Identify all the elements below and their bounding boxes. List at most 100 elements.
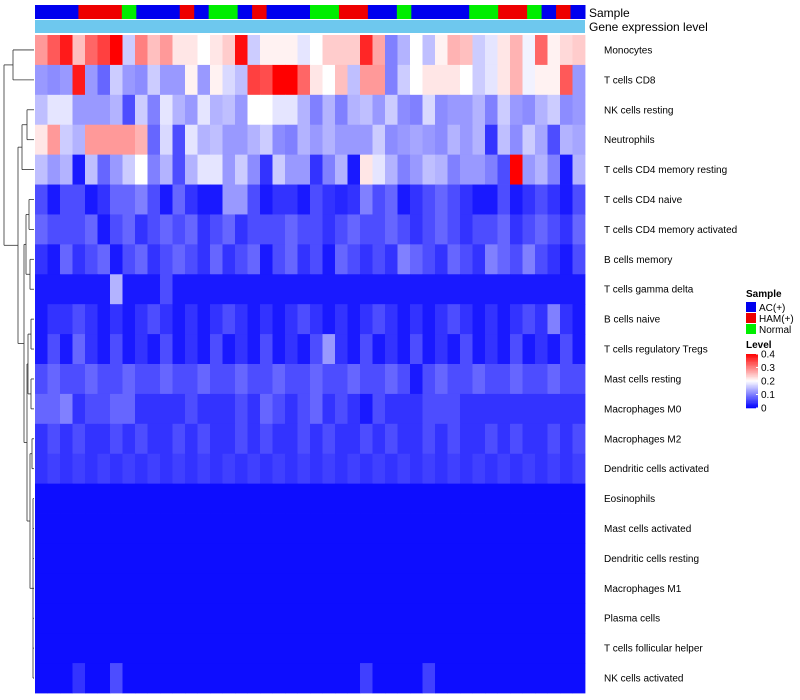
heatmap-cell <box>310 573 323 604</box>
heatmap-cell <box>322 364 336 395</box>
heatmap-cell <box>447 154 461 185</box>
heatmap-cell <box>435 35 448 66</box>
heatmap-cell <box>460 274 473 305</box>
heatmap-cell <box>210 274 223 305</box>
heatmap-cell <box>47 483 61 514</box>
heatmap-cell <box>372 453 386 485</box>
heatmap-cell <box>510 214 523 245</box>
heatmap-cell <box>160 543 173 574</box>
heatmap-cell <box>422 94 436 126</box>
heatmap-cell <box>547 663 561 694</box>
heatmap-cell <box>385 633 398 664</box>
row-label: Eosinophils <box>604 494 655 505</box>
sample-cell <box>556 5 572 19</box>
heatmap-cell <box>222 154 236 185</box>
heatmap-cell <box>260 543 273 574</box>
heatmap-cell <box>372 154 386 185</box>
heatmap-cell <box>385 513 398 544</box>
heatmap-cell <box>60 35 73 66</box>
heatmap-cell <box>410 663 423 694</box>
heatmap-cell <box>160 154 173 185</box>
heatmap-cell <box>397 64 411 96</box>
heatmap-cell <box>372 573 386 604</box>
heatmap-cell <box>485 274 498 305</box>
heatmap-cell <box>135 573 148 604</box>
heatmap-cell <box>335 393 348 425</box>
heatmap-cell <box>72 663 86 694</box>
heatmap-cell <box>397 334 411 365</box>
heatmap-cell <box>135 423 148 455</box>
heatmap-cell <box>460 64 473 96</box>
heatmap-cell <box>247 364 261 395</box>
heatmap-cell <box>72 393 86 425</box>
heatmap-cell <box>497 124 511 156</box>
row-label: NK cells resting <box>604 105 673 116</box>
heatmap-cell <box>122 633 136 664</box>
heatmap-cell <box>547 244 561 275</box>
heatmap-cell <box>547 513 561 544</box>
heatmap-cell <box>522 94 536 126</box>
heatmap-cell <box>522 393 536 425</box>
heatmap-cell <box>210 633 223 664</box>
row-label: Mast cells resting <box>604 374 681 385</box>
heatmap-cell <box>322 453 336 485</box>
heatmap-cell <box>385 453 398 485</box>
row-label: B cells memory <box>604 255 672 266</box>
heatmap-cell <box>97 603 111 634</box>
heatmap-cell <box>272 244 286 275</box>
heatmap-cell <box>547 214 561 245</box>
heatmap-cell <box>122 393 136 425</box>
heatmap-cell <box>335 603 348 634</box>
heatmap-cell <box>385 543 398 574</box>
heatmap-cell <box>472 393 486 425</box>
heatmap-cell <box>297 483 311 514</box>
heatmap-cell <box>397 633 411 664</box>
legend-gradient-step <box>746 374 758 376</box>
heatmap-cell <box>322 35 336 66</box>
heatmap-cell <box>172 124 186 156</box>
heatmap-cell <box>310 304 323 335</box>
heatmap-cell <box>297 35 311 66</box>
heatmap-cell <box>97 364 111 395</box>
heatmap-cell <box>535 663 548 694</box>
heatmap-cell <box>497 274 511 305</box>
heatmap-cell <box>422 244 436 275</box>
heatmap-cell <box>47 154 61 185</box>
heatmap-cell <box>572 663 586 694</box>
heatmap-cell <box>447 64 461 96</box>
sample-cell <box>78 5 94 19</box>
sample-cell <box>469 5 485 19</box>
heatmap-cell <box>172 633 186 664</box>
heatmap-cell <box>110 603 123 634</box>
heatmap-cell <box>410 64 423 96</box>
heatmap-cell <box>247 244 261 275</box>
heatmap-cell <box>422 513 436 544</box>
heatmap-cell <box>47 543 61 574</box>
heatmap-cell <box>160 633 173 664</box>
legend-gradient-step <box>746 393 758 395</box>
legend-gradient-step <box>746 356 758 359</box>
heatmap-cell <box>560 603 573 634</box>
legend-sample-title: Sample <box>746 289 782 300</box>
heatmap-cell <box>85 64 98 96</box>
heatmap-cell <box>572 94 586 126</box>
heatmap-cell <box>185 244 198 275</box>
heatmap-cell <box>322 244 336 275</box>
heatmap-cell <box>335 94 348 126</box>
legend-tick-label: 0 <box>761 404 767 415</box>
heatmap-cells <box>35 35 586 694</box>
heatmap-cell <box>260 573 273 604</box>
heatmap-cell <box>122 304 136 335</box>
heatmap-cell <box>85 513 98 544</box>
heatmap-cell <box>460 543 473 574</box>
heatmap-cell <box>572 124 586 156</box>
heatmap-cell <box>235 364 248 395</box>
heatmap-cell <box>222 244 236 275</box>
heatmap-cell <box>297 304 311 335</box>
heatmap-cell <box>260 633 273 664</box>
legend-tick-label: 0.3 <box>761 363 775 374</box>
heatmap-cell <box>522 304 536 335</box>
heatmap-cell <box>297 663 311 694</box>
heatmap-cell <box>447 423 461 455</box>
sample-cell <box>570 5 586 19</box>
